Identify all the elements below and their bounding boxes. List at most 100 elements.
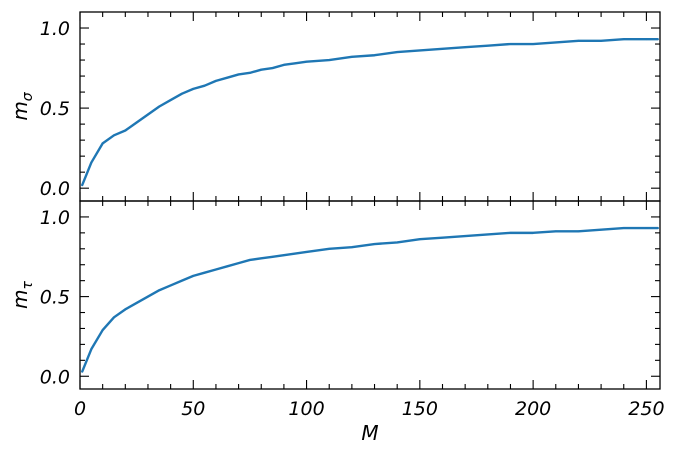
data-point <box>192 274 195 277</box>
data-point <box>135 302 138 304</box>
data-point <box>418 238 421 241</box>
data-point <box>294 252 297 255</box>
y-axis-label-main: m <box>8 101 32 120</box>
data-point <box>509 231 512 234</box>
data-point <box>124 129 127 132</box>
data-point <box>249 259 251 261</box>
data-point <box>418 49 421 52</box>
data-point <box>147 113 149 116</box>
data-point <box>249 71 251 74</box>
data-point <box>441 47 444 50</box>
data-point <box>577 230 580 233</box>
data-point <box>260 68 263 71</box>
data-point <box>271 67 274 69</box>
data-point <box>81 184 84 186</box>
data-point <box>203 271 206 274</box>
data-point <box>158 105 161 108</box>
data-point <box>294 62 297 65</box>
data-point <box>350 55 353 58</box>
data-point <box>203 84 206 87</box>
data-point <box>656 38 659 41</box>
data-point <box>101 142 104 145</box>
x-tick-label: 0 <box>74 398 86 420</box>
x-tick-label: 50 <box>181 398 205 420</box>
plot-frame-bottom <box>79 200 661 390</box>
data-point <box>237 73 240 76</box>
data-point <box>169 99 172 101</box>
y-tick-label: 0.0 <box>40 366 70 388</box>
data-point <box>645 227 648 229</box>
series-line-bottom <box>81 226 659 373</box>
y-tick-label: 1.0 <box>40 18 70 40</box>
x-tick-label: 150 <box>402 398 438 420</box>
data-point <box>181 279 183 282</box>
data-point <box>113 316 115 319</box>
x-axis-label: M <box>361 421 378 445</box>
data-point <box>328 247 331 250</box>
data-point <box>656 227 659 229</box>
data-point <box>600 228 602 231</box>
data-point <box>464 235 467 237</box>
data-point <box>271 255 274 258</box>
series-line-top <box>81 38 659 187</box>
data-point <box>101 329 104 331</box>
data-point <box>135 121 138 124</box>
x-tick-label: 100 <box>288 398 324 420</box>
y-axis-label-main: m <box>8 289 32 308</box>
data-point <box>124 308 127 311</box>
y-axis-label-top: mσ <box>8 91 36 120</box>
data-point <box>215 79 217 82</box>
data-point <box>147 295 149 298</box>
y-tick-label: 0.5 <box>40 287 70 309</box>
data-point <box>441 236 444 239</box>
data-point <box>215 268 217 271</box>
y-tick-label: 0.0 <box>40 178 70 200</box>
data-point <box>226 265 229 268</box>
data-point <box>192 87 195 90</box>
panel-top: 0.0 0.5 1.0 mσ <box>8 11 661 202</box>
data-point <box>577 39 580 42</box>
data-point <box>90 348 93 351</box>
data-point <box>600 39 602 42</box>
data-point <box>90 161 93 164</box>
data-point <box>554 230 557 233</box>
data-point <box>350 246 353 249</box>
data-point <box>396 241 399 244</box>
y-axis-label-subscript: σ <box>20 91 36 101</box>
data-point <box>158 289 161 292</box>
data-point <box>113 134 115 137</box>
data-point <box>509 43 512 45</box>
data-point <box>622 38 625 41</box>
data-point <box>169 284 172 287</box>
data-point <box>373 243 376 245</box>
data-point <box>283 254 285 257</box>
data-point <box>486 233 489 236</box>
data-point <box>328 59 331 61</box>
data-point <box>532 43 535 45</box>
data-point <box>486 44 489 47</box>
data-point <box>305 251 308 253</box>
data-point <box>645 38 648 41</box>
data-point <box>226 76 229 79</box>
x-tick-label: 200 <box>515 398 551 420</box>
data-point <box>260 257 263 260</box>
data-point <box>237 262 240 265</box>
y-tick-label: 0.5 <box>40 98 70 120</box>
data-point <box>396 51 399 53</box>
y-axis-label-subscript: τ <box>20 280 36 289</box>
y-tick-label: 1.0 <box>40 207 70 229</box>
data-point <box>181 92 183 95</box>
data-point <box>81 370 84 373</box>
data-point <box>373 54 376 57</box>
panel-bottom: 0 50 100 150 200 250 0.0 0.5 1.0 mτ M <box>8 200 665 445</box>
data-point <box>283 63 285 66</box>
data-point <box>305 60 308 63</box>
data-point <box>622 227 625 229</box>
x-tick-label: 250 <box>628 398 664 420</box>
data-point <box>532 231 535 234</box>
y-axis-label-bottom: mτ <box>8 280 36 308</box>
data-point <box>464 46 467 49</box>
data-point <box>554 41 557 44</box>
